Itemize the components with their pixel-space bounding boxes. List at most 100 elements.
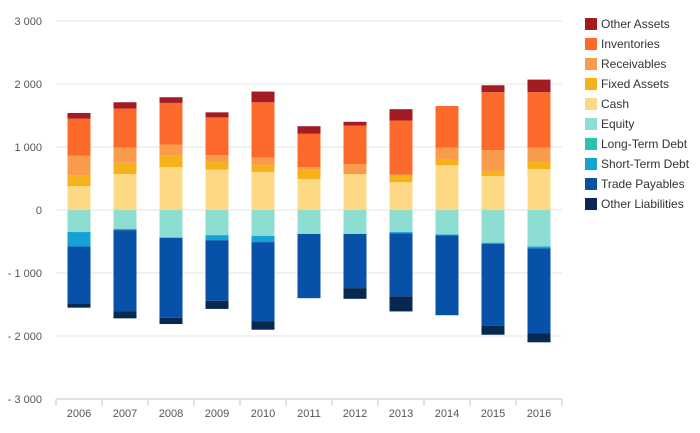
bar-segment-inventories-2009 bbox=[205, 117, 229, 156]
x-tick-label: 2007 bbox=[113, 408, 137, 420]
bar-segment-cash-2006 bbox=[67, 186, 91, 210]
bar-segment-fixed-assets-2016 bbox=[527, 161, 551, 170]
bar-segment-inventories-2014 bbox=[435, 106, 459, 148]
bar-segment-fixed-assets-2010 bbox=[251, 165, 275, 173]
bar-segment-trade-payables-2015 bbox=[481, 244, 505, 326]
axis-layer: - 3 000 - 2 000 - 1 000 0 1 000 2 000 3 000 200… bbox=[8, 16, 563, 420]
bar-segment-receivables-2010 bbox=[251, 157, 275, 166]
legend-label: Equity bbox=[601, 117, 634, 131]
y-tick-label: 0 bbox=[36, 205, 42, 217]
x-tick-label: 2013 bbox=[389, 408, 413, 420]
bar-segment-cash-2009 bbox=[205, 169, 229, 210]
legend-swatch bbox=[585, 18, 597, 30]
bar-segment-receivables-2006 bbox=[67, 155, 91, 176]
legend-label: Long-Term Debt bbox=[601, 137, 688, 151]
bar-segment-fixed-assets-2015 bbox=[481, 170, 505, 176]
bar-segment-trade-payables-2012 bbox=[343, 233, 367, 289]
bar-segment-short-term-debt-2009 bbox=[205, 235, 229, 241]
y-tick-label: - 2 000 bbox=[8, 331, 42, 343]
bar-segment-equity-2011 bbox=[297, 210, 321, 234]
bar-segment-other-assets-2006 bbox=[67, 112, 91, 119]
bars-layer bbox=[67, 79, 551, 343]
bar-segment-inventories-2015 bbox=[481, 92, 505, 151]
y-tick-label: 1 000 bbox=[14, 142, 42, 154]
y-tick-label: 3 000 bbox=[14, 16, 42, 28]
bar-segment-short-term-debt-2010 bbox=[251, 235, 275, 243]
bar-segment-other-assets-2009 bbox=[205, 112, 229, 118]
bar-segment-short-term-debt-2013 bbox=[389, 232, 413, 234]
bar-segment-other-assets-2008 bbox=[159, 97, 183, 103]
bar-segment-equity-2006 bbox=[67, 210, 91, 233]
bar-segment-receivables-2009 bbox=[205, 155, 229, 162]
bar-segment-trade-payables-2014 bbox=[435, 235, 459, 316]
bar-segment-inventories-2010 bbox=[251, 102, 275, 158]
bar-segment-receivables-2015 bbox=[481, 150, 505, 171]
x-tick-label: 2016 bbox=[527, 408, 551, 420]
legend-swatch bbox=[585, 178, 597, 190]
bar-segment-other-liabilities-2015 bbox=[481, 325, 505, 335]
legend-label: Cash bbox=[601, 97, 629, 111]
bar-segment-equity-2012 bbox=[343, 210, 367, 234]
bar-segment-trade-payables-2016 bbox=[527, 248, 551, 334]
bar-segment-inventories-2016 bbox=[527, 92, 551, 148]
bar-segment-receivables-2014 bbox=[435, 147, 459, 160]
bar-segment-equity-2013 bbox=[389, 210, 413, 233]
bar-segment-other-assets-2013 bbox=[389, 109, 413, 121]
bar-segment-short-term-debt-2016 bbox=[527, 246, 551, 249]
x-tick-label: 2015 bbox=[481, 408, 505, 420]
bar-segment-other-assets-2016 bbox=[527, 79, 551, 93]
bar-segment-fixed-assets-2009 bbox=[205, 161, 229, 170]
bar-segment-receivables-2008 bbox=[159, 144, 183, 156]
bar-segment-equity-2016 bbox=[527, 210, 551, 247]
legend-swatch bbox=[585, 98, 597, 110]
bar-segment-fixed-assets-2013 bbox=[389, 174, 413, 183]
bar-segment-other-assets-2015 bbox=[481, 85, 505, 93]
bar-segment-other-liabilities-2013 bbox=[389, 296, 413, 312]
x-tick-label: 2009 bbox=[205, 408, 229, 420]
bar-segment-inventories-2006 bbox=[67, 118, 91, 156]
bar-segment-other-assets-2012 bbox=[343, 121, 367, 126]
legend-label: Receivables bbox=[601, 57, 666, 71]
y-tick-label: - 3 000 bbox=[8, 394, 42, 406]
bar-segment-trade-payables-2006 bbox=[67, 246, 91, 304]
bar-segment-receivables-2016 bbox=[527, 147, 551, 162]
y-tick-label: 2 000 bbox=[14, 79, 42, 91]
bar-segment-fixed-assets-2014 bbox=[435, 159, 459, 166]
legend-label: Inventories bbox=[601, 37, 660, 51]
bar-segment-cash-2014 bbox=[435, 165, 459, 210]
bar-segment-cash-2008 bbox=[159, 167, 183, 210]
bar-segment-inventories-2007 bbox=[113, 108, 137, 148]
legend-swatch bbox=[585, 198, 597, 210]
bar-segment-trade-payables-2008 bbox=[159, 237, 183, 318]
legend-swatch bbox=[585, 38, 597, 50]
bar-segment-other-liabilities-2006 bbox=[67, 303, 91, 308]
x-tick-label: 2010 bbox=[251, 408, 275, 420]
legend-label: Fixed Assets bbox=[601, 77, 669, 91]
legend-label: Short-Term Debt bbox=[601, 157, 690, 171]
legend-label: Other Assets bbox=[601, 17, 670, 31]
legend-label: Other Liabilities bbox=[601, 197, 684, 211]
bar-segment-short-term-debt-2014 bbox=[435, 234, 459, 236]
bar-segment-inventories-2008 bbox=[159, 102, 183, 145]
bar-segment-trade-payables-2010 bbox=[251, 242, 275, 322]
bar-segment-equity-2014 bbox=[435, 210, 459, 235]
bar-segment-other-assets-2010 bbox=[251, 91, 275, 103]
bar-segment-short-term-debt-2006 bbox=[67, 232, 91, 247]
bar-segment-trade-payables-2009 bbox=[205, 240, 229, 301]
bar-segment-cash-2012 bbox=[343, 174, 367, 210]
bar-segment-fixed-assets-2007 bbox=[113, 162, 137, 175]
bar-segment-other-assets-2011 bbox=[297, 126, 321, 134]
bar-segment-equity-2008 bbox=[159, 210, 183, 238]
y-tick-label: - 1 000 bbox=[8, 268, 42, 280]
bar-segment-fixed-assets-2008 bbox=[159, 155, 183, 168]
legend-swatch bbox=[585, 158, 597, 170]
legend: Other Assets Inventories Receivables Fixed … bbox=[585, 17, 690, 211]
bar-segment-other-liabilities-2012 bbox=[343, 288, 367, 299]
bar-segment-equity-2007 bbox=[113, 210, 137, 229]
bar-segment-short-term-debt-2007 bbox=[113, 228, 137, 231]
bar-segment-fixed-assets-2006 bbox=[67, 175, 91, 187]
legend-swatch bbox=[585, 58, 597, 70]
bar-segment-cash-2011 bbox=[297, 179, 321, 210]
